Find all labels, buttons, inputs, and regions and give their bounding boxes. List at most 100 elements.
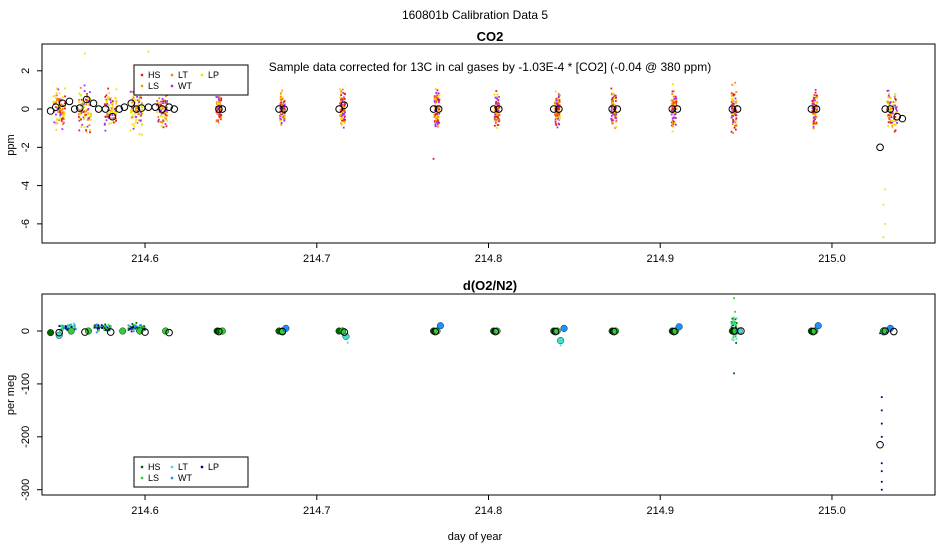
co2-data-point — [281, 89, 283, 92]
co2-data-point — [215, 102, 218, 104]
co2-data-point — [671, 124, 673, 127]
o2n2-group-marker — [557, 337, 565, 345]
co2-data-point — [556, 114, 559, 117]
o2n2-data-point — [132, 328, 135, 330]
co2-data-point — [672, 95, 675, 98]
co2-data-point — [158, 118, 160, 121]
co2-data-point — [611, 92, 614, 95]
co2-data-point — [894, 123, 897, 126]
co2-data-point — [732, 121, 734, 124]
co2-y-tick-label: 0 — [20, 106, 32, 112]
co2-mean-marker — [429, 105, 438, 113]
o2n2-data-point — [142, 327, 145, 330]
o2n2-group-marker — [119, 327, 127, 335]
co2-data-point — [812, 101, 815, 103]
co2-data-point — [62, 121, 65, 124]
co2-data-point — [497, 114, 500, 117]
co2-data-point — [812, 94, 815, 97]
co2-data-point — [56, 122, 59, 125]
figure-title: 160801b Calibration Data 5 — [402, 8, 548, 22]
co2-data-point — [554, 113, 557, 116]
co2-data-point — [78, 92, 81, 95]
co2-data-point — [812, 127, 815, 130]
co2-data-point — [434, 124, 437, 127]
o2n2-data-point — [97, 329, 100, 332]
co2-data-point — [83, 105, 85, 107]
o2n2-data-point — [139, 324, 142, 326]
co2-data-point — [137, 104, 140, 107]
o2n2-data-point — [72, 322, 75, 325]
o2n2-data-point — [732, 334, 735, 337]
co2-data-point — [611, 98, 613, 101]
co2-data-point — [734, 128, 737, 131]
o2n2-mean-marker — [278, 327, 287, 336]
o2n2-data-point — [109, 326, 112, 328]
o2n2-data-point — [93, 324, 96, 327]
co2-data-point — [730, 98, 733, 100]
co2-data-point — [162, 108, 165, 111]
o2n2-y-tick-label: -200 — [20, 426, 32, 448]
co2-data-point — [132, 116, 135, 119]
co2-data-point — [339, 118, 342, 121]
co2-data-point — [165, 109, 168, 112]
co2-data-point — [283, 119, 286, 122]
co2-data-point — [282, 114, 285, 117]
co2-data-point — [437, 121, 439, 124]
o2n2-data-point — [734, 310, 736, 313]
co2-data-point — [130, 116, 133, 119]
co2-data-point — [734, 121, 737, 124]
co2-data-point — [89, 91, 91, 94]
co2-data-point — [60, 108, 62, 110]
co2-data-point — [494, 115, 497, 118]
co2-data-point — [55, 113, 57, 116]
o2n2-data-point — [61, 326, 64, 328]
co2-data-point — [558, 118, 561, 120]
co2-data-point — [166, 119, 169, 122]
co2-data-point — [82, 101, 85, 104]
co2-data-point — [556, 126, 559, 129]
co2-data-point — [82, 102, 84, 105]
co2-data-point — [157, 101, 159, 104]
co2-data-point — [888, 114, 891, 116]
co2-data-point — [675, 101, 678, 103]
co2-data-point — [438, 108, 440, 111]
co2-data-point — [108, 122, 111, 125]
co2-data-point — [219, 111, 221, 114]
co2-data-point — [63, 113, 66, 116]
co2-data-point — [215, 111, 218, 113]
co2-data-point — [141, 124, 143, 126]
co2-data-point — [438, 93, 441, 96]
co2-mean-marker — [898, 114, 907, 123]
co2-data-point — [731, 102, 734, 105]
co2-data-point — [103, 123, 106, 126]
co2-data-point — [813, 106, 816, 109]
co2-data-point — [160, 100, 163, 103]
co2-legend-swatch — [170, 73, 174, 77]
o2n2-data-point — [105, 329, 107, 331]
co2-data-point — [498, 96, 500, 98]
co2-data-point — [730, 93, 733, 96]
co2-mean-marker — [144, 103, 153, 111]
co2-data-point — [732, 102, 735, 105]
co2-data-point — [435, 101, 438, 104]
co2-data-point — [732, 132, 734, 134]
co2-data-point — [495, 114, 498, 117]
co2-data-point — [343, 119, 346, 121]
co2-mean-marker — [82, 95, 91, 104]
co2-data-point — [85, 130, 88, 133]
co2-data-point — [892, 103, 895, 106]
co2-data-point — [436, 125, 439, 128]
co2-data-point — [165, 106, 168, 109]
co2-data-point — [156, 104, 158, 107]
o2n2-data-point — [129, 327, 132, 330]
co2-data-point — [673, 112, 676, 115]
co2-data-point — [218, 96, 221, 98]
co2-data-point — [813, 100, 816, 103]
co2-data-point — [811, 104, 814, 107]
co2-data-point — [87, 116, 89, 119]
o2n2-data-point — [735, 337, 738, 340]
co2-y-axis-label: ppm — [5, 134, 17, 155]
co2-data-point — [888, 93, 891, 95]
co2-data-point — [496, 112, 499, 115]
o2n2-outlier-point — [880, 396, 883, 399]
